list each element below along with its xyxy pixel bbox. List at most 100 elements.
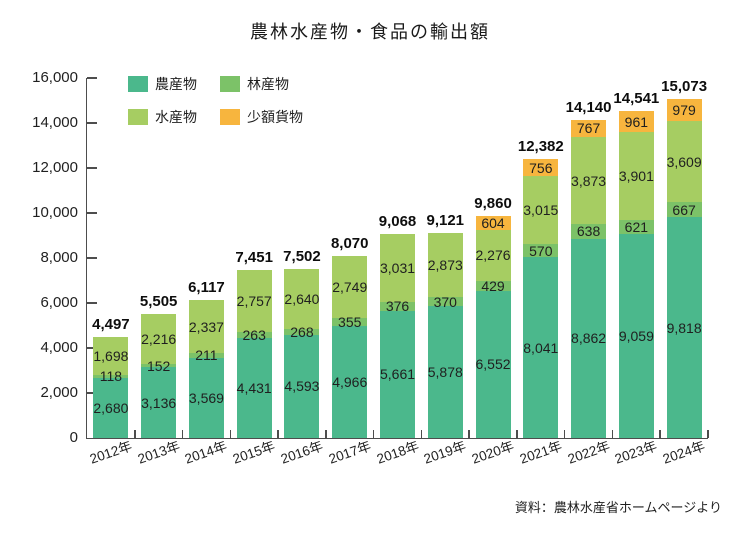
x-axis-label: 2024年 [660, 438, 707, 467]
bar-total-label: 8,070 [330, 235, 369, 253]
bar-segment-少額貨物 [571, 119, 607, 138]
plot-area: 0 2,000 4,000 6,000 8,000 10,000 12,000 14,000 1… [32, 69, 709, 467]
y-axis-label: 6,000 [40, 294, 78, 311]
segment-value-label: 979 [672, 101, 696, 118]
y-axis-label: 14,000 [32, 114, 78, 131]
segment-value-label: 2,749 [332, 279, 368, 296]
legend: 農産物 林産物 水産物 少額貨物 [128, 76, 303, 125]
segment-value-label: 2,216 [141, 331, 177, 348]
segment-value-label: 1,698 [93, 347, 129, 364]
segment-value-label: 5,661 [379, 366, 416, 383]
y-axis-tick [87, 77, 97, 79]
bar-segment-水産物 [523, 176, 559, 245]
legend-swatch-marine-icon [128, 109, 148, 125]
legend-swatch-forest-icon [220, 76, 240, 92]
legend-item-agri: 農産物 [128, 76, 220, 92]
bar-segment-少額貨物 [666, 98, 702, 121]
x-axis-tick [325, 430, 327, 438]
segment-value-label: 621 [624, 219, 649, 236]
y-axis-label: 8,000 [40, 249, 78, 266]
bar-total-label: 15,073 [661, 77, 708, 95]
x-axis-label: 2013年 [135, 438, 182, 467]
bar-total-label: 5,505 [139, 293, 178, 311]
bar-segment-水産物 [475, 229, 511, 281]
bar-segment-農産物 [427, 305, 463, 438]
segment-value-label: 152 [146, 357, 171, 374]
segment-value-label: 4,593 [284, 378, 320, 395]
y-axis-label: 10,000 [32, 204, 78, 221]
x-axis-tick [277, 430, 279, 438]
chart-title: 農林水産物・食品の輸出額 [250, 22, 490, 42]
x-axis-tick [134, 430, 136, 438]
bar-segment-林産物 [427, 297, 463, 306]
bar-segment-林産物 [380, 302, 415, 311]
bar-segment-水産物 [236, 270, 272, 333]
bar-segment-少額貨物 [475, 216, 511, 230]
x-axis-label: 2014年 [183, 438, 230, 467]
x-axis-tick [181, 430, 184, 438]
legend-item-marine: 水産物 [128, 109, 220, 125]
x-axis-tick [516, 430, 518, 438]
bar-segment-水産物 [93, 336, 129, 376]
segment-value-label: 263 [242, 327, 266, 344]
legend-swatch-parcel-icon [220, 109, 240, 125]
bar-segment-林産物 [284, 328, 320, 335]
segment-value-label: 961 [624, 113, 649, 130]
x-axis-label: 2021年 [517, 438, 564, 467]
x-axis-tick [563, 430, 566, 438]
bar-segment-林産物 [236, 332, 272, 339]
bar-segment-水産物 [141, 314, 177, 365]
segment-value-label: 3,609 [666, 153, 702, 170]
segment-value-label: 355 [338, 314, 362, 331]
segment-value-label: 9,818 [666, 319, 702, 336]
x-axis-label: 2020年 [469, 438, 516, 467]
bar-segment-林産物 [93, 375, 129, 378]
bar-segment-水産物 [666, 120, 702, 203]
segment-value-label: 2,680 [93, 399, 129, 416]
source-note: 資料：農林水産省ホームページより [514, 500, 722, 515]
segment-value-label: 8,041 [523, 339, 559, 356]
bar-total-label: 9,068 [378, 212, 417, 230]
segment-value-label: 6,552 [475, 356, 511, 373]
bar-segment-林産物 [332, 318, 368, 327]
segment-value-label: 2,276 [475, 247, 511, 264]
x-axis-label: 2019年 [422, 438, 469, 467]
legend-label-agri: 農産物 [155, 76, 197, 92]
bar-total-label: 6,117 [188, 279, 225, 297]
segment-value-label: 667 [672, 201, 696, 218]
segment-value-label: 268 [290, 323, 314, 340]
bar-segment-農産物 [475, 290, 511, 438]
bar-segment-水産物 [332, 256, 368, 319]
bar-segment-水産物 [188, 300, 224, 353]
x-axis-tick [229, 430, 232, 438]
bar-total-label: 14,541 [613, 89, 660, 107]
bar-segment-水産物 [284, 269, 320, 329]
bar-segment-水産物 [380, 233, 415, 303]
segment-value-label: 429 [481, 277, 505, 294]
bar-segment-農産物 [618, 234, 654, 438]
y-axis-label: 0 [69, 429, 78, 446]
x-axis-tick [659, 430, 661, 438]
segment-value-label: 3,873 [571, 172, 607, 189]
y-axis-tick [87, 257, 97, 259]
segment-value-label: 3,569 [188, 389, 224, 406]
bar-segment-林産物 [475, 280, 511, 291]
segment-value-label: 2,873 [427, 257, 463, 274]
x-axis-label: 2012年 [87, 438, 134, 467]
bar-segment-林産物 [618, 220, 654, 235]
bar-segment-林産物 [666, 202, 702, 218]
x-axis-tick [468, 430, 470, 438]
segment-value-label: 376 [385, 298, 410, 315]
bar-segment-農産物 [93, 377, 129, 438]
bar-segment-林産物 [571, 224, 607, 239]
bar-segment-林産物 [141, 364, 177, 368]
segment-value-label: 3,136 [141, 394, 177, 411]
segment-value-label: 2,757 [236, 293, 272, 310]
bar-total-label: 4,497 [92, 315, 130, 333]
bar-segment-農産物 [332, 326, 368, 438]
legend-label-marine: 水産物 [155, 109, 197, 125]
bar-segment-林産物 [188, 352, 224, 358]
segment-value-label: 2,640 [284, 290, 320, 307]
segment-value-label: 3,031 [379, 260, 416, 277]
